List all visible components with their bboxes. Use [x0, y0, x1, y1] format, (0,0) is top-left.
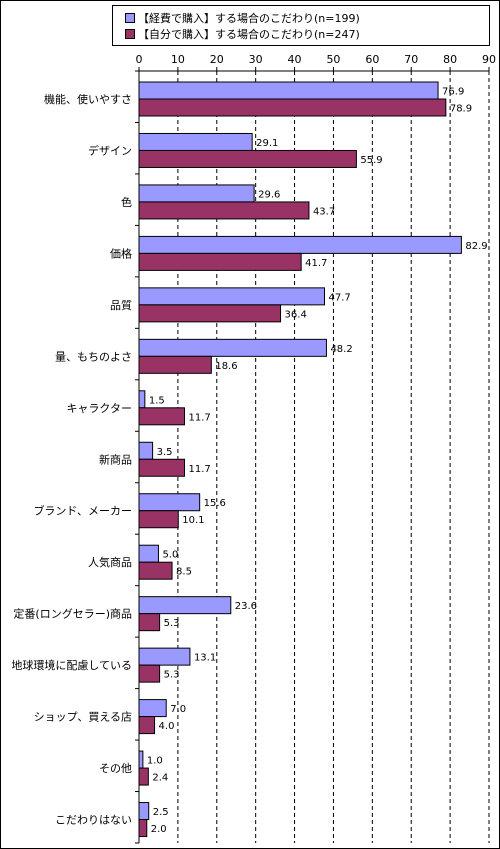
data-label-series-2: 43.7 [313, 206, 335, 217]
category-label: ショップ、買える店 [34, 710, 132, 724]
legend-label-series-1: 【経費で購入】する場合のこだわり(n=199) [138, 12, 360, 25]
bar-series-1 [138, 287, 325, 306]
bar-series-2 [138, 561, 173, 580]
category-label: 価格 [110, 246, 132, 260]
category-label: 人気商品 [88, 555, 132, 569]
data-label-series-1: 29.1 [256, 138, 278, 149]
legend-item-series-1: 【経費で購入】する場合のこだわり(n=199) [125, 11, 360, 25]
data-label-series-2: 55.9 [360, 155, 382, 166]
data-label-series-2: 4.0 [159, 721, 175, 732]
data-label-series-1: 7.0 [170, 704, 186, 715]
data-label-series-2: 5.3 [164, 618, 180, 629]
bar-series-1 [138, 493, 201, 512]
bar-series-1 [138, 750, 144, 769]
bar-series-1 [138, 802, 150, 821]
bar-series-2 [138, 819, 148, 838]
bar-series-1 [138, 647, 191, 666]
data-label-series-1: 5.0 [162, 550, 178, 561]
x-tick-label: 50 [326, 53, 340, 66]
data-label-series-1: 2.5 [153, 807, 169, 818]
bar-series-1 [138, 338, 327, 357]
data-label-series-2: 10.1 [182, 515, 204, 526]
data-label-series-1: 13.1 [194, 653, 216, 664]
x-tick-label: 60 [365, 53, 379, 66]
category-label: 機能、使いやすさ [44, 92, 132, 106]
bar-series-2 [138, 201, 310, 220]
category-label: 品質 [110, 298, 132, 312]
data-label-series-1: 1.5 [149, 395, 165, 406]
data-label-series-2: 2.0 [151, 824, 167, 835]
category-label: 地球環境に配慮している [11, 658, 132, 672]
bar-series-1 [138, 132, 253, 151]
data-label-series-1: 47.7 [329, 292, 351, 303]
bar-series-2 [138, 252, 302, 271]
data-label-series-2: 5.3 [164, 670, 180, 681]
bar-series-2 [138, 664, 161, 683]
data-label-series-1: 23.6 [235, 601, 257, 612]
data-label-series-1: 48.2 [330, 344, 352, 355]
x-tick-label: 80 [443, 53, 457, 66]
bar-series-2 [138, 355, 212, 374]
data-label-series-1: 3.5 [157, 447, 173, 458]
category-label: 定番(ロングセラー)商品 [13, 607, 132, 621]
bar-series-1 [138, 596, 232, 615]
x-tick-label: 10 [171, 53, 185, 66]
x-tick-label: 0 [136, 53, 143, 66]
legend: 【経費で購入】する場合のこだわり(n=199) 【自分で購入】する場合のこだわり… [112, 5, 490, 46]
category-label: デザイン [88, 143, 132, 157]
data-label-series-2: 2.4 [152, 773, 168, 784]
category-label: 量、もちのよさ [55, 350, 132, 363]
category-label: 新商品 [99, 452, 132, 466]
data-label-series-1: 15.6 [204, 498, 226, 509]
x-tick-label: 30 [249, 53, 263, 66]
data-label-series-1: 29.6 [258, 189, 280, 200]
bar-series-1 [138, 235, 462, 254]
bar-series-2 [138, 716, 156, 735]
bar-series-1 [138, 184, 255, 203]
category-label: こだわりはない [55, 814, 132, 827]
bar-series-1 [138, 390, 146, 409]
category-label: 色 [121, 195, 132, 209]
bar-series-2 [138, 304, 282, 323]
data-label-series-2: 41.7 [305, 258, 327, 269]
legend-item-series-2: 【自分で購入】する場合のこだわり(n=247) [125, 27, 360, 41]
data-label-series-2: 11.7 [189, 412, 211, 423]
bar-series-1 [138, 699, 167, 718]
data-label-series-1: 1.0 [147, 756, 163, 767]
category-label: キャラクター [66, 402, 132, 415]
data-label-series-2: 78.9 [450, 104, 472, 115]
legend-swatch-series-2 [125, 29, 135, 39]
data-label-series-1: 76.9 [442, 87, 464, 98]
legend-label-series-2: 【自分で購入】する場合のこだわり(n=247) [138, 28, 360, 41]
bar-series-2 [138, 767, 149, 786]
data-label-series-2: 11.7 [189, 464, 211, 475]
x-tick-label: 70 [404, 53, 418, 66]
legend-swatch-series-1 [125, 13, 135, 23]
x-tick-label: 90 [482, 53, 496, 66]
bar-series-2 [138, 407, 185, 426]
bar-series-2 [138, 149, 357, 168]
data-label-series-1: 82.9 [465, 241, 487, 252]
data-label-series-2: 18.6 [215, 361, 237, 372]
category-label: その他 [99, 762, 132, 775]
bar-series-2 [138, 613, 161, 632]
bar-series-1 [138, 441, 154, 460]
data-label-series-2: 8.5 [176, 567, 192, 578]
bar-series-2 [138, 510, 179, 529]
x-tick-label: 40 [288, 53, 302, 66]
category-label: ブランド、メーカー [33, 504, 132, 518]
bar-series-2 [138, 458, 185, 477]
bar-series-1 [138, 544, 159, 563]
bar-series-1 [138, 81, 439, 100]
x-tick-label: 20 [210, 53, 224, 66]
bar-series-2 [138, 98, 447, 117]
data-label-series-2: 36.4 [285, 309, 307, 320]
